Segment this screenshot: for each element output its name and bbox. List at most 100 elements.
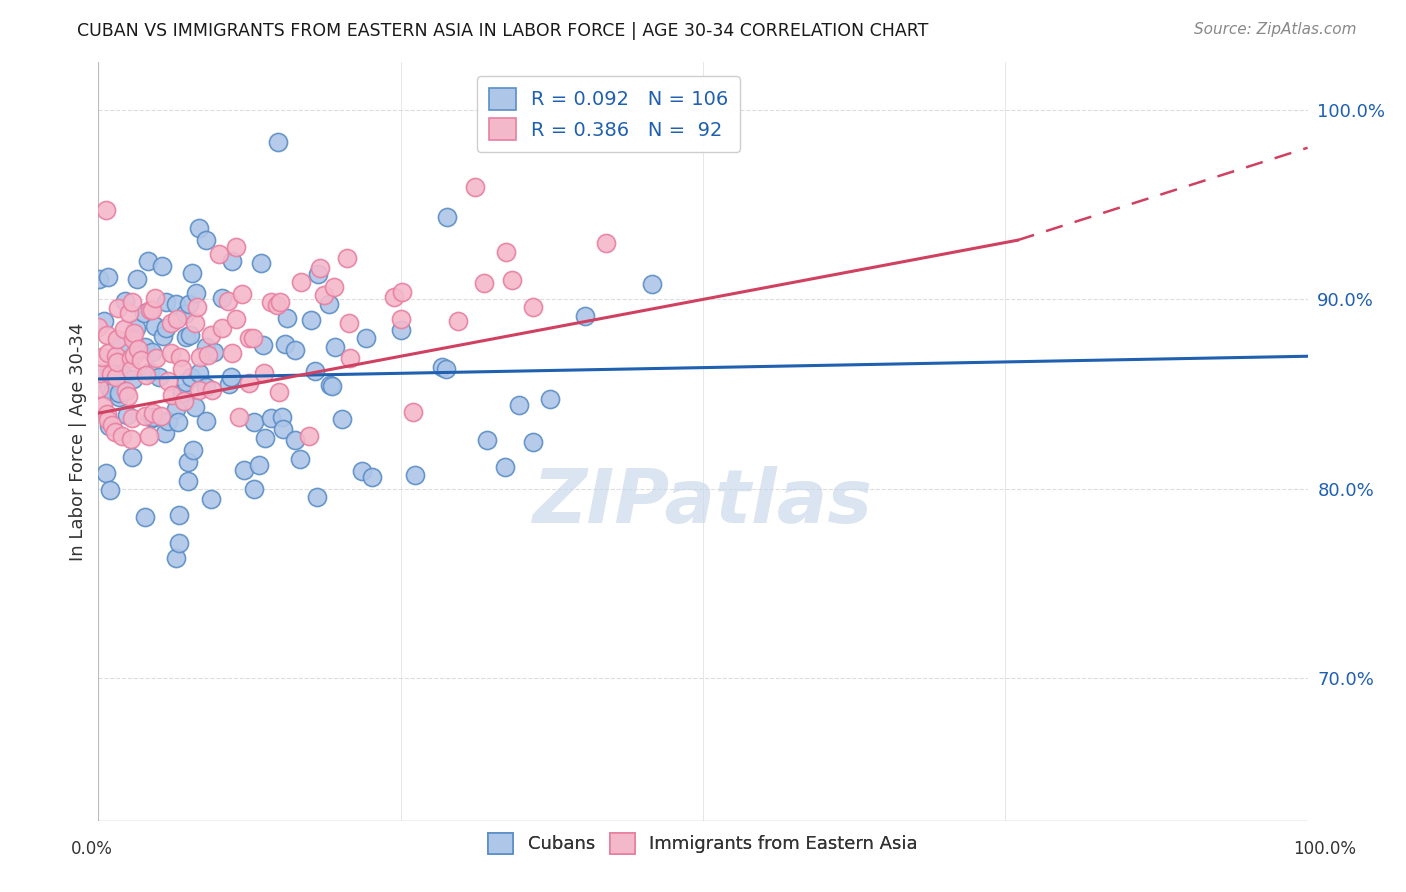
Point (221, 346, 243, 360)
Point (188, 350, 211, 364)
Text: CUBAN VS IMMIGRANTS FROM EASTERN ASIA IN LABOR FORCE | AGE 30-34 CORRELATION CHA: CUBAN VS IMMIGRANTS FROM EASTERN ASIA IN… (77, 22, 929, 40)
Point (121, 450, 143, 464)
Point (156, 414, 179, 428)
Point (464, 180, 486, 194)
Point (127, 272, 149, 286)
Point (238, 331, 260, 345)
Point (166, 311, 188, 326)
Point (290, 275, 312, 289)
Point (155, 321, 177, 335)
Point (322, 280, 344, 294)
Point (339, 351, 361, 366)
Point (238, 376, 260, 390)
Point (174, 375, 197, 389)
Point (105, 349, 128, 363)
Text: 100.0%: 100.0% (1294, 840, 1355, 858)
Point (522, 300, 544, 314)
Point (201, 383, 224, 397)
Point (207, 247, 229, 261)
Point (97, 270, 120, 285)
Point (194, 340, 217, 354)
Point (108, 390, 131, 404)
Point (218, 376, 240, 391)
Point (391, 285, 413, 300)
Point (98, 381, 121, 395)
Point (108, 337, 131, 351)
Point (177, 474, 200, 488)
Point (382, 290, 405, 304)
Point (336, 251, 359, 265)
Point (318, 297, 340, 311)
Point (447, 314, 470, 328)
Point (120, 351, 142, 366)
Point (243, 415, 266, 429)
Point (184, 401, 207, 415)
Point (153, 426, 176, 441)
Point (117, 389, 139, 403)
Point (288, 452, 311, 467)
Point (337, 316, 360, 330)
Point (389, 323, 412, 337)
Point (195, 380, 218, 394)
Point (354, 331, 377, 345)
Point (108, 386, 131, 401)
Point (308, 260, 330, 275)
Point (225, 311, 247, 326)
Point (436, 210, 458, 224)
Point (574, 310, 596, 324)
Point (141, 410, 163, 425)
Point (122, 326, 145, 341)
Point (141, 345, 163, 359)
Point (120, 363, 142, 377)
Point (91, 399, 114, 413)
Point (269, 295, 291, 310)
Point (253, 366, 276, 380)
Point (170, 362, 193, 376)
Point (96, 328, 118, 343)
Point (118, 305, 141, 319)
Point (221, 254, 243, 268)
Point (217, 293, 239, 308)
Point (97, 345, 120, 359)
Point (242, 331, 264, 345)
Point (254, 431, 277, 445)
Point (284, 433, 307, 447)
Point (93, 314, 115, 328)
Point (211, 321, 233, 335)
Point (299, 312, 322, 326)
Point (200, 491, 222, 506)
Point (156, 374, 179, 388)
Point (276, 310, 298, 325)
Point (98, 483, 121, 498)
Point (304, 364, 326, 378)
Point (330, 412, 353, 426)
Point (194, 414, 217, 428)
Point (323, 340, 346, 354)
Point (404, 467, 426, 482)
Point (187, 383, 209, 397)
Point (152, 329, 174, 343)
Point (94, 202, 117, 217)
Point (169, 350, 191, 364)
Point (105, 370, 128, 384)
Point (194, 233, 217, 247)
Point (475, 434, 498, 448)
Point (183, 316, 205, 330)
Point (595, 236, 617, 251)
Point (105, 332, 128, 346)
Point (202, 345, 225, 359)
Point (225, 239, 247, 253)
Point (179, 328, 201, 343)
Point (122, 372, 145, 386)
Point (136, 254, 159, 268)
Point (180, 369, 202, 384)
Point (89, 381, 111, 395)
Point (96, 413, 118, 427)
Point (104, 425, 127, 439)
Point (172, 385, 194, 400)
Point (121, 332, 143, 346)
Point (121, 295, 143, 310)
Point (143, 318, 166, 333)
Point (312, 288, 335, 302)
Point (174, 330, 197, 344)
